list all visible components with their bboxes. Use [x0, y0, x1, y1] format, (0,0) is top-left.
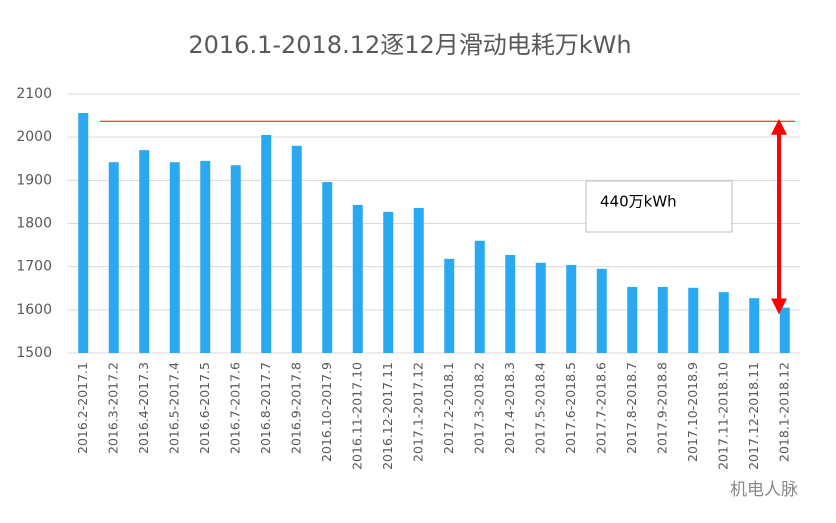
x-tick-label: 2017.10-2018.9	[685, 362, 700, 462]
bar	[108, 162, 119, 353]
y-tick-label: 1600	[16, 302, 52, 318]
bar	[230, 165, 241, 353]
x-tick-label: 2017.5-2018.4	[532, 362, 547, 454]
chart-title: 2016.1-2018.12逐12月滑动电耗万kWh	[188, 31, 631, 59]
bar	[200, 160, 211, 353]
annotation-box	[585, 180, 733, 233]
y-tick-label: 1900	[16, 172, 52, 188]
x-tick-label: 2018.1-2018.12	[776, 362, 791, 462]
x-tick-label: 2016.7-2017.6	[227, 362, 242, 454]
x-tick-label: 2017.3-2018.2	[471, 362, 486, 454]
bar	[627, 286, 638, 353]
y-tick-label: 1500	[16, 345, 52, 361]
bar	[261, 135, 272, 353]
annotation: 440万kWh	[600, 193, 677, 211]
bar	[535, 262, 546, 353]
y-tick-label: 2100	[16, 86, 52, 102]
bar	[749, 298, 760, 353]
bar	[474, 240, 485, 353]
x-tick-label: 2016.2-2017.1	[75, 362, 90, 454]
bar	[352, 204, 363, 353]
bar	[322, 182, 333, 353]
bar	[383, 211, 394, 353]
x-tick-label: 2017.7-2018.6	[593, 362, 608, 454]
x-tick-label: 2017.2-2018.1	[441, 362, 456, 454]
x-tick-label: 2016.11-2017.10	[349, 362, 364, 470]
bar	[413, 207, 424, 353]
x-tick-label: 2017.9-2018.8	[654, 362, 669, 454]
x-tick-label: 2016.5-2017.4	[166, 362, 181, 454]
x-tick-label: 2017.4-2018.3	[502, 362, 517, 454]
bar	[657, 286, 668, 353]
bar	[169, 162, 180, 353]
bar	[566, 264, 577, 353]
x-tick-label: 2016.8-2017.7	[258, 362, 273, 454]
y-tick-label: 2000	[16, 129, 52, 145]
x-tick-label: 2017.1-2017.12	[410, 362, 425, 462]
x-tick-label: 2017.11-2018.10	[715, 362, 730, 470]
watermark: 机电人脉	[730, 480, 798, 500]
y-tick-label: 1700	[16, 259, 52, 275]
bar	[291, 145, 302, 353]
x-tick-label: 2016.3-2017.2	[105, 362, 120, 454]
x-tick-label: 2016.12-2017.11	[380, 362, 395, 470]
x-tick-label: 2016.10-2017.9	[319, 362, 334, 462]
bar	[78, 112, 89, 353]
x-tick-label: 2016.6-2017.5	[197, 362, 212, 454]
bar	[718, 292, 729, 353]
bar	[444, 258, 455, 353]
x-tick-label: 2017.8-2018.7	[624, 362, 639, 454]
bar	[505, 255, 516, 353]
x-tick-label: 2017.6-2018.5	[563, 362, 578, 454]
x-tick-label: 2016.4-2017.3	[136, 362, 151, 454]
y-tick-label: 1800	[16, 216, 52, 232]
bar	[779, 307, 790, 353]
x-tick-label: 2017.12-2018.11	[746, 362, 761, 470]
x-tick-label: 2016.9-2017.8	[288, 362, 303, 454]
bar	[139, 150, 150, 353]
bar	[688, 287, 699, 353]
bar	[596, 268, 607, 353]
